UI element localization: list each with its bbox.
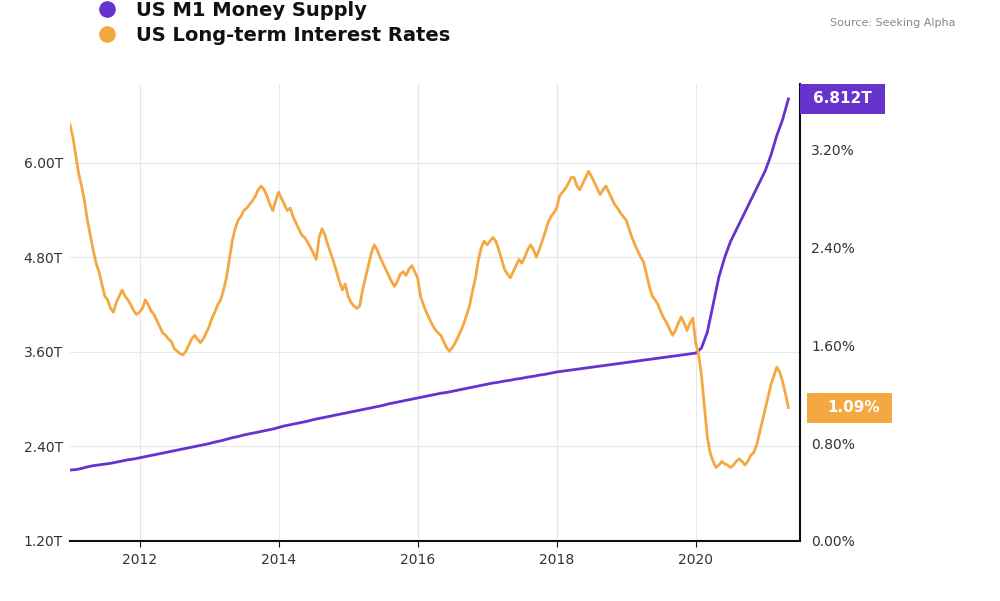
Polygon shape [807,392,817,423]
Text: 6.812T: 6.812T [813,91,872,106]
Legend: US M1 Money Supply, US Long-term Interest Rates: US M1 Money Supply, US Long-term Interes… [80,0,458,53]
Text: 1.09%: 1.09% [827,400,880,415]
Text: Source: Seeking Alpha: Source: Seeking Alpha [830,18,956,28]
